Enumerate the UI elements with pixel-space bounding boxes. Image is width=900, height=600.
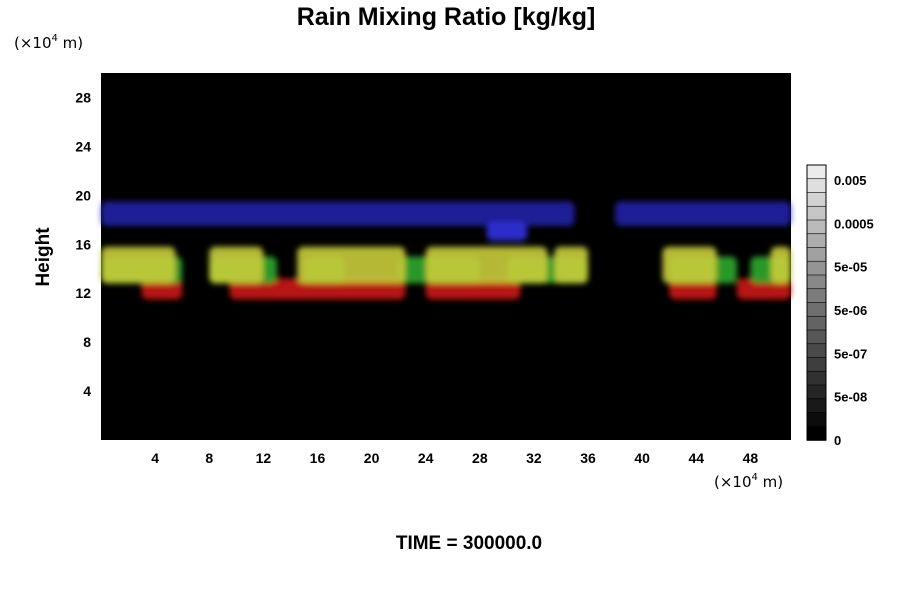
- y-unit-prefix: (×10: [14, 34, 52, 52]
- colorbar-label: 5e-08: [834, 390, 867, 405]
- colorbar-cell: [806, 164, 827, 180]
- colorbar-cell: [806, 398, 827, 414]
- rain-feature: [669, 278, 717, 300]
- colorbar-label: 0.005: [834, 173, 867, 188]
- x-tick-label: 44: [689, 450, 705, 466]
- colorbar-cell: [806, 233, 827, 249]
- x-axis-ticks: 4 8 12 16 20 24 28 32 36 40 44 48: [151, 450, 758, 466]
- colorbar-cell: [806, 357, 827, 373]
- y-tick-label: 8: [83, 334, 91, 350]
- y-axis-ticks: 4 8 12 16 20 24 28: [75, 89, 91, 399]
- rain-feature: [615, 201, 791, 226]
- colorbar-cell: [806, 247, 827, 263]
- rain-feature: [425, 246, 548, 284]
- colorbar-cell: [806, 412, 827, 428]
- colorbar-cell: [806, 315, 827, 331]
- colorbar-label: 5e-06: [834, 303, 867, 318]
- rain-feature: [770, 246, 791, 284]
- colorbar-label: 0.0005: [834, 216, 874, 231]
- x-unit-exp: 4: [752, 472, 758, 483]
- rain-features: [101, 201, 791, 300]
- colorbar-cell: [806, 219, 827, 235]
- x-axis-unit: (×104 m): [714, 472, 783, 491]
- x-tick-label: 28: [472, 450, 488, 466]
- colorbar-cell: [806, 178, 827, 194]
- colorbar-label: 5e-07: [834, 346, 867, 361]
- colorbar-cells: [806, 164, 827, 441]
- rain-feature: [736, 278, 791, 300]
- colorbar-label: 5e-05: [834, 260, 867, 275]
- colorbar-cell: [806, 329, 827, 345]
- y-tick-label: 24: [75, 138, 91, 154]
- x-unit-suffix: m): [758, 473, 783, 491]
- colorbar-cell: [806, 425, 827, 441]
- colorbar: 0.005 0.0005 5e-05 5e-06 5e-07 5e-08 0: [806, 164, 874, 448]
- colorbar-cell: [806, 302, 827, 318]
- colorbar-cell: [806, 288, 827, 304]
- colorbar-cell: [806, 260, 827, 276]
- rain-feature: [209, 246, 264, 284]
- plot-area: [101, 73, 791, 440]
- rain-feature: [101, 246, 176, 284]
- y-tick-label: 20: [75, 187, 91, 203]
- colorbar-cell: [806, 370, 827, 386]
- x-tick-label: 48: [743, 450, 759, 466]
- x-tick-label: 36: [580, 450, 596, 466]
- colorbar-cell: [806, 384, 827, 400]
- y-axis-unit: (×104 m): [14, 33, 83, 52]
- colorbar-border: [806, 164, 827, 441]
- x-tick-label: 8: [205, 450, 213, 466]
- y-tick-label: 16: [75, 236, 91, 252]
- x-tick-label: 16: [310, 450, 326, 466]
- y-unit-exp: 4: [52, 33, 58, 44]
- rain-feature: [141, 278, 183, 300]
- chart-title: Rain Mixing Ratio [kg/kg]: [297, 3, 596, 31]
- y-tick-label: 12: [75, 285, 91, 301]
- x-tick-label: 40: [634, 450, 650, 466]
- x-tick-label: 4: [151, 450, 159, 466]
- x-tick-label: 32: [526, 450, 542, 466]
- colorbar-labels: 0.005 0.0005 5e-05 5e-06 5e-07 5e-08 0: [834, 173, 874, 448]
- x-unit-prefix: (×10: [714, 473, 752, 491]
- rain-feature: [101, 201, 575, 226]
- x-tick-label: 24: [418, 450, 434, 466]
- colorbar-cell: [806, 274, 827, 290]
- rain-feature: [229, 278, 406, 300]
- rain-feature: [662, 246, 717, 284]
- y-unit-suffix: m): [58, 34, 83, 52]
- rain-feature: [297, 246, 406, 284]
- x-tick-label: 12: [256, 450, 272, 466]
- y-axis-label: Height: [33, 227, 54, 287]
- colorbar-cell: [806, 192, 827, 208]
- colorbar-cell: [806, 205, 827, 221]
- colorbar-cell: [806, 343, 827, 359]
- y-tick-label: 28: [75, 89, 91, 105]
- rain-feature: [486, 222, 528, 241]
- rain-feature: [554, 246, 589, 284]
- time-annotation: TIME = 300000.0: [396, 533, 542, 554]
- rain-feature: [425, 278, 521, 300]
- x-tick-label: 20: [364, 450, 380, 466]
- y-tick-label: 4: [83, 383, 91, 399]
- colorbar-label: 0: [834, 433, 841, 448]
